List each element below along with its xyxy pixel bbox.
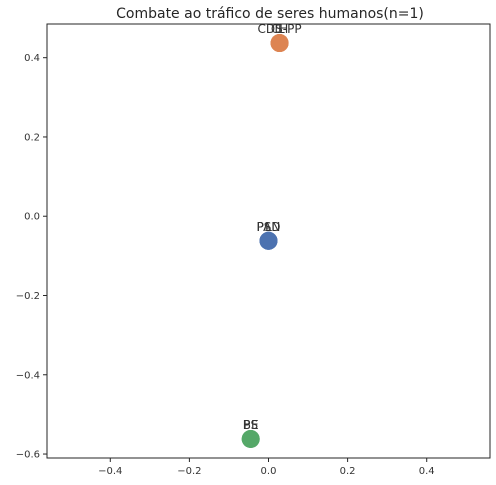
y-tick-label: −0.2: [16, 291, 40, 302]
x-tick-label: 0.2: [340, 466, 356, 477]
plot-frame: [46, 23, 491, 459]
data-point-label: CDS-PP: [258, 22, 302, 36]
data-point: [270, 34, 289, 53]
x-tick-label: −0.4: [98, 466, 122, 477]
y-tick-label: 0.4: [24, 53, 40, 64]
y-tick-label: 0.0: [24, 212, 40, 223]
data-point-label: IL: [274, 22, 285, 36]
y-tick-label: −0.4: [16, 370, 40, 381]
data-point-label: BE: [243, 418, 259, 432]
x-tick-label: 0.0: [261, 466, 277, 477]
y-tick-label: 0.2: [24, 132, 40, 143]
x-tick-label: 0.4: [419, 466, 435, 477]
data-point: [259, 231, 278, 250]
data-point-label: PAN: [257, 220, 281, 234]
data-point-label: CH: [271, 22, 288, 36]
chart-title: Combate ao tráfico de seres humanos(n=1): [116, 6, 424, 22]
data-point-label: L: [265, 220, 272, 234]
data-point-label: PS: [243, 418, 258, 432]
x-tick-label: −0.2: [177, 466, 201, 477]
data-point-label: PSD: [256, 220, 280, 234]
data-point: [241, 429, 260, 448]
y-tick-label: −0.6: [16, 450, 40, 461]
